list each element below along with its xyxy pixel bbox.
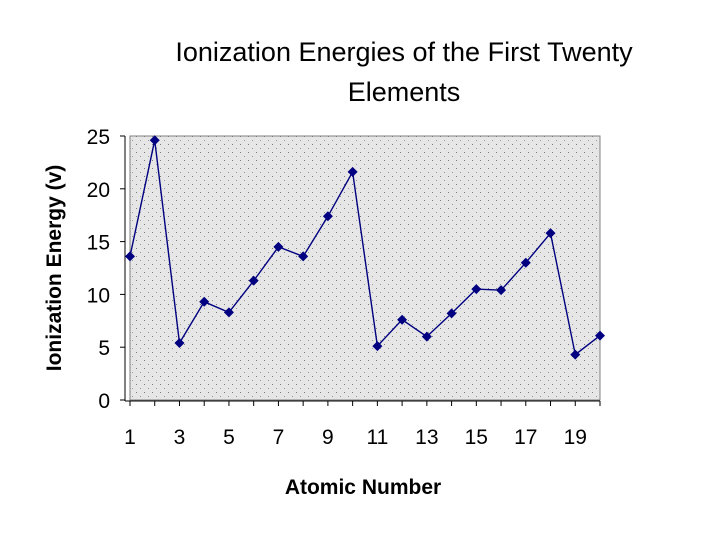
- y-tick-label: 20: [87, 179, 110, 202]
- data-point-marker: [520, 257, 531, 268]
- x-tick-label: 7: [273, 426, 285, 449]
- data-point-marker: [496, 285, 507, 296]
- data-point-marker: [248, 275, 259, 286]
- data-point-marker: [174, 337, 185, 348]
- x-tick-label: 17: [514, 426, 537, 449]
- data-point-marker: [421, 331, 432, 342]
- y-tick-label: 25: [87, 126, 110, 149]
- data-point-marker: [223, 307, 234, 318]
- x-tick-label: 5: [223, 426, 235, 449]
- x-tick-label: 15: [465, 426, 488, 449]
- data-point-marker: [347, 166, 358, 177]
- data-point-marker: [372, 341, 383, 352]
- chart-title-line-1: Ionization Energies of the First Twenty: [175, 37, 633, 67]
- y-axis-ticks: 0 5 10 15 20 25: [87, 126, 125, 413]
- data-point-marker: [273, 241, 284, 252]
- y-tick-label: 15: [87, 232, 110, 255]
- data-point-marker: [446, 308, 457, 319]
- data-point-marker: [298, 251, 309, 262]
- x-tick-label: 11: [366, 426, 388, 449]
- x-axis-ticks: 1 3 5 7 9 11 13 15 17 19: [124, 401, 601, 449]
- series-markers: [125, 135, 605, 360]
- x-tick-label: 13: [415, 426, 438, 449]
- data-point-marker: [545, 228, 556, 239]
- y-axis-title: Ionization Energy (v): [43, 165, 66, 372]
- y-tick-label: 0: [98, 390, 110, 413]
- x-tick-label: 9: [322, 426, 334, 449]
- x-tick-label: 19: [564, 426, 587, 449]
- data-point-marker: [570, 349, 581, 360]
- chart-title-line-2: Elements: [348, 77, 461, 107]
- series-line: [129, 140, 601, 356]
- data-point-marker: [125, 251, 135, 262]
- x-tick-label: 3: [174, 426, 186, 449]
- y-tick-label: 10: [87, 284, 110, 307]
- data-point-marker: [397, 314, 408, 325]
- plot-area-border: [129, 135, 601, 401]
- data-point-marker: [149, 135, 160, 146]
- data-point-marker: [471, 284, 482, 295]
- data-point-marker: [595, 330, 605, 341]
- x-axis-title: Atomic Number: [285, 476, 441, 499]
- y-tick-label: 5: [98, 337, 110, 360]
- x-tick-label: 1: [124, 426, 136, 449]
- plot-area-texture: [130, 136, 600, 400]
- data-point-marker: [322, 211, 333, 222]
- data-point-marker: [199, 296, 210, 307]
